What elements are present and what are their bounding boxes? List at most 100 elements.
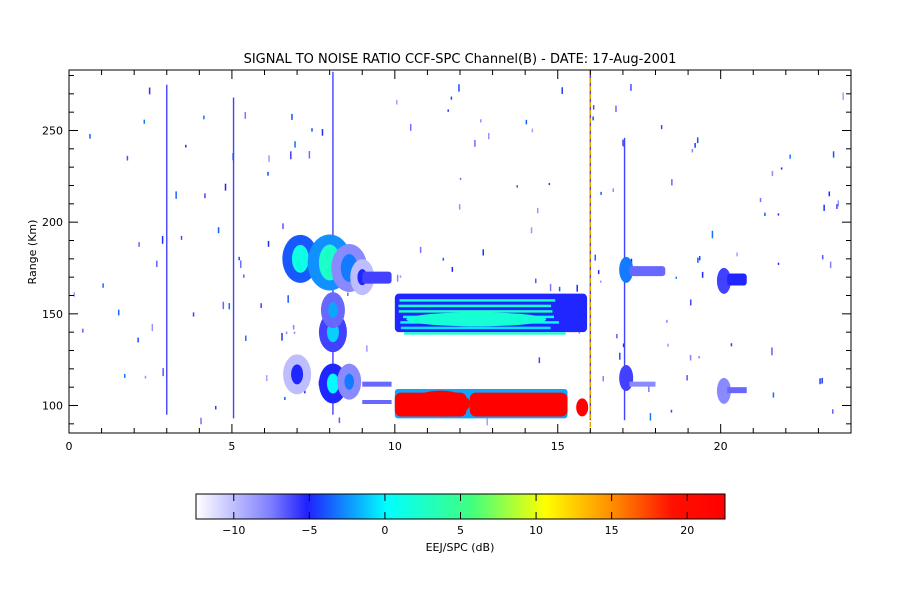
plot-frame — [68, 69, 852, 434]
upper-echo-core — [406, 312, 547, 327]
echo-blob — [326, 373, 339, 394]
noise-speck — [458, 204, 461, 210]
interference-line — [589, 70, 592, 421]
noise-speck — [689, 299, 692, 306]
noise-speck — [267, 171, 269, 176]
colorbar-tick-label: 10 — [529, 524, 543, 537]
noise-speck — [267, 240, 270, 247]
afternoon-echo — [716, 267, 731, 294]
noise-speck — [600, 280, 602, 283]
noise-speck — [265, 375, 268, 382]
noise-speck — [239, 260, 242, 268]
noise-speck — [486, 418, 488, 426]
noise-speck — [290, 151, 292, 160]
afternoon-echo — [716, 377, 731, 404]
noise-speck — [696, 137, 699, 144]
x-tick-label: 0 — [66, 440, 73, 453]
upper-echo-stripe — [398, 304, 552, 308]
noise-speck — [396, 99, 398, 105]
noise-speck — [821, 255, 824, 260]
noise-speck — [292, 325, 295, 330]
noise-speck — [487, 133, 490, 140]
noise-speck — [764, 212, 766, 216]
noise-speck — [649, 413, 652, 421]
noise-speck — [780, 167, 783, 170]
noise-speck — [459, 177, 462, 180]
noise-speck — [823, 204, 825, 211]
lower-echo-tail — [576, 398, 589, 417]
noise-speck — [698, 356, 700, 359]
noise-speck — [771, 347, 773, 356]
noise-speck — [419, 246, 422, 253]
noise-speck — [536, 207, 539, 214]
noise-speck — [622, 139, 624, 146]
noise-speck — [616, 333, 618, 339]
noise-speck — [243, 274, 245, 278]
noise-speck — [548, 182, 551, 186]
noise-speck — [447, 109, 449, 112]
noise-speck — [192, 312, 195, 317]
noise-speck — [771, 171, 774, 177]
y-tick-label: 200 — [42, 216, 63, 229]
echo-band — [362, 271, 392, 284]
interference-line — [166, 84, 168, 415]
noise-speck — [592, 116, 594, 121]
noise-speck — [442, 257, 445, 261]
plot-area: 0 5 10 15 20 100 150 200 250 — [42, 69, 852, 453]
afternoon-band — [727, 387, 747, 394]
noise-speck — [284, 397, 286, 400]
noise-speck — [666, 319, 668, 323]
noise-speck — [285, 331, 288, 335]
noise-speck — [619, 352, 621, 360]
x-tick-label: 15 — [551, 440, 565, 453]
interference-line — [232, 97, 235, 419]
colorbar-tick-label: 5 — [457, 524, 464, 537]
colorbar-label: EEJ/SPC (dB) — [426, 541, 495, 554]
y-tick-label: 250 — [42, 125, 63, 138]
noise-speck — [549, 283, 552, 292]
noise-speck — [102, 283, 104, 288]
echo-blob — [344, 373, 355, 390]
noise-speck — [777, 213, 780, 216]
echo-blob — [328, 302, 338, 319]
noise-speck — [144, 375, 147, 379]
noise-speck — [525, 119, 528, 125]
noise-speck — [689, 354, 692, 361]
noise-speck — [117, 309, 120, 316]
noise-speck — [602, 375, 604, 382]
noise-speck — [399, 275, 402, 278]
noise-speck — [828, 191, 831, 197]
noise-speck — [711, 230, 714, 239]
noise-speck — [697, 257, 699, 263]
noise-speck — [670, 409, 673, 413]
y-tick-label: 150 — [42, 308, 63, 321]
noise-speck — [600, 191, 602, 195]
noise-speck — [224, 183, 227, 191]
noise-speck — [561, 87, 563, 94]
noise-speck — [287, 295, 289, 303]
noise-speck — [730, 343, 733, 347]
echo-band — [362, 400, 392, 404]
noise-speck — [450, 96, 453, 100]
noise-speck — [82, 328, 84, 333]
noise-speck — [311, 128, 313, 132]
upper-echo-stripe — [398, 310, 553, 313]
noise-speck — [217, 227, 220, 234]
noise-speck — [837, 200, 840, 207]
noise-speck — [531, 128, 534, 133]
noise-speck — [137, 337, 139, 343]
upper-echo-stripe — [404, 332, 566, 335]
colorbar-tick-label: 0 — [381, 524, 388, 537]
noise-speck — [204, 193, 206, 199]
afternoon-echo — [619, 256, 634, 283]
noise-speck — [281, 332, 283, 341]
lower-echo-core — [469, 392, 568, 417]
noise-speck — [161, 235, 164, 244]
noise-speck — [244, 111, 247, 119]
noise-speck — [482, 249, 485, 256]
noise-speck — [228, 303, 231, 310]
colorbar-tick-label: −10 — [222, 524, 245, 537]
noise-speck — [530, 227, 533, 234]
noise-speck — [832, 151, 835, 158]
